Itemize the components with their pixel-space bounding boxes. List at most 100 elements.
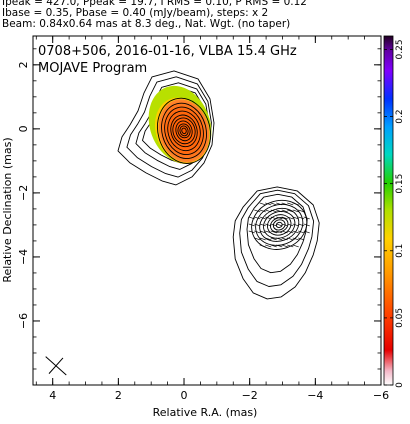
jet-evpa-tick bbox=[281, 244, 288, 248]
plot-frame bbox=[32, 35, 382, 386]
beam-minor-axis bbox=[48, 357, 64, 374]
jet-evpa-tick bbox=[287, 237, 294, 241]
axes: 4 2 0 −2 −4 −6 2 0 −2 −4 −6 bbox=[17, 36, 389, 402]
jet-evpa-tick bbox=[265, 223, 272, 227]
jet-contour-ring-4 bbox=[263, 211, 296, 239]
core-contour-ring-10 bbox=[181, 127, 187, 135]
jet-evpa-tick bbox=[276, 237, 283, 241]
x-tick-label: 2 bbox=[115, 389, 122, 402]
jet-evpa-tick bbox=[281, 216, 288, 220]
jet-evpa-tick bbox=[287, 244, 294, 248]
jet-evpa-tick bbox=[254, 223, 261, 227]
core-contour-2 bbox=[126, 76, 212, 178]
jet-evpa-tick bbox=[259, 209, 266, 213]
header-line-3: Beam: 0.84x0.64 mas at 8.3 deg., Nat. Wg… bbox=[2, 18, 291, 30]
jet-evpa-tick bbox=[292, 223, 299, 227]
jet-evpa-tick bbox=[276, 223, 283, 227]
jet-contour-2 bbox=[239, 189, 315, 287]
jet-evpa-tick bbox=[259, 216, 266, 220]
colorbar-ticks: 0 0.05 0.1 0.15 0.2 0.25 bbox=[384, 39, 405, 388]
jet-evpa-tick bbox=[298, 237, 305, 241]
colorbar bbox=[383, 35, 394, 386]
jet-evpa-tick bbox=[254, 209, 261, 213]
x-axis-label: Relative R.A. (mas) bbox=[153, 406, 258, 419]
jet-evpa-tick bbox=[270, 244, 277, 248]
jet-evpa-tick bbox=[259, 202, 266, 206]
jet-evpa-tick bbox=[259, 244, 266, 248]
colorbar-tick-label: 0.25 bbox=[395, 39, 405, 59]
jet-evpa-tick bbox=[287, 216, 294, 220]
jet-evpa-tick bbox=[276, 209, 283, 213]
jet-evpa-tick bbox=[270, 223, 277, 227]
jet-evpa-tick bbox=[281, 223, 288, 227]
jet-evpa-tick bbox=[292, 244, 299, 248]
jet-evpa-tick bbox=[276, 244, 283, 248]
jet-contour-ring-2 bbox=[255, 203, 304, 246]
y-tick-label: 0 bbox=[17, 125, 30, 132]
core-contour-3 bbox=[135, 82, 210, 170]
jet-evpa-tick bbox=[265, 202, 272, 206]
jet-evpa-tick bbox=[292, 237, 299, 241]
jet-evpa-tick bbox=[248, 223, 255, 227]
jet-evpa-tick bbox=[281, 237, 288, 241]
jet-evpa-tick bbox=[259, 237, 266, 241]
colorbar-tick-label: 0.15 bbox=[395, 174, 405, 194]
y-tick-label: −6 bbox=[17, 313, 30, 329]
jet-evpa-tick bbox=[287, 202, 294, 206]
jet-evpa-tick bbox=[270, 216, 277, 220]
jet-evpa-tick bbox=[281, 202, 288, 206]
jet-contour-ring-7 bbox=[272, 219, 286, 231]
core-contour-ring-7 bbox=[175, 120, 193, 142]
colorbar-tick-label: 0.1 bbox=[395, 244, 405, 258]
x-tick-label: 0 bbox=[181, 389, 188, 402]
colorbar-tick-label: 0.05 bbox=[395, 308, 405, 328]
jet-evpa-tick bbox=[303, 216, 310, 220]
core-contour-ring-2 bbox=[161, 102, 207, 159]
x-tick-label: −4 bbox=[307, 389, 323, 402]
core-contour-ring-8 bbox=[177, 123, 191, 139]
jet-evpa-tick bbox=[298, 223, 305, 227]
jet-evpa-tick bbox=[265, 237, 272, 241]
jet-evpa-tick bbox=[298, 230, 305, 234]
jet-evpa-tick bbox=[287, 230, 294, 234]
y-tick-label: −4 bbox=[17, 249, 30, 265]
jet-contour-ring-1 bbox=[251, 199, 308, 250]
header-line-2: Ibase = 0.35, Pbase = 0.40 (mJy/beam), s… bbox=[2, 7, 269, 19]
contour-layers bbox=[45, 70, 320, 376]
colorbar-tick-label: 0.2 bbox=[395, 109, 405, 123]
core-contour-ring-6 bbox=[172, 117, 196, 145]
x-tick-label: 4 bbox=[49, 389, 56, 402]
y-tick-label: 2 bbox=[17, 61, 30, 68]
core-contour-ring-3 bbox=[164, 106, 204, 156]
colorbar-tick-label: 0 bbox=[395, 382, 405, 388]
jet-evpa-tick bbox=[265, 244, 272, 248]
plot-subtitle: MOJAVE Program bbox=[38, 61, 147, 76]
jet-contour-ring-6 bbox=[269, 217, 289, 233]
jet-evpa-tick bbox=[265, 230, 272, 234]
jet-evpa-tick bbox=[281, 230, 288, 234]
jet-evpa-tick bbox=[287, 223, 294, 227]
jet-evpa-tick bbox=[265, 216, 272, 220]
jet-evpa-tick bbox=[259, 230, 266, 234]
jet-evpa-tick bbox=[292, 202, 299, 206]
jet-evpa-tick bbox=[298, 209, 305, 213]
jet-evpa-tick bbox=[248, 230, 255, 234]
x-tick-label: −2 bbox=[242, 389, 258, 402]
x-tick-label: −6 bbox=[373, 389, 389, 402]
jet-evpa-tick bbox=[292, 209, 299, 213]
jet-evpa-tick bbox=[254, 230, 261, 234]
core-contour-1 bbox=[117, 70, 215, 186]
jet-evpa-tick bbox=[276, 216, 283, 220]
header-line-1: Ipeak = 427.0, Ppeak = 19.7, I RMS = 0.1… bbox=[2, 0, 307, 8]
jet-evpa-tick bbox=[292, 230, 299, 234]
jet-evpa-tick bbox=[254, 237, 261, 241]
jet-contour-1 bbox=[232, 186, 320, 300]
jet-evpa-tick bbox=[270, 230, 277, 234]
jet-contour-ring-3 bbox=[259, 207, 300, 242]
jet-evpa-tick bbox=[270, 209, 277, 213]
y-tick-label: −2 bbox=[17, 185, 30, 201]
jet-evpa-tick bbox=[276, 230, 283, 234]
core-contour-ring-4 bbox=[167, 110, 201, 152]
jet-evpa-tick bbox=[270, 202, 277, 206]
